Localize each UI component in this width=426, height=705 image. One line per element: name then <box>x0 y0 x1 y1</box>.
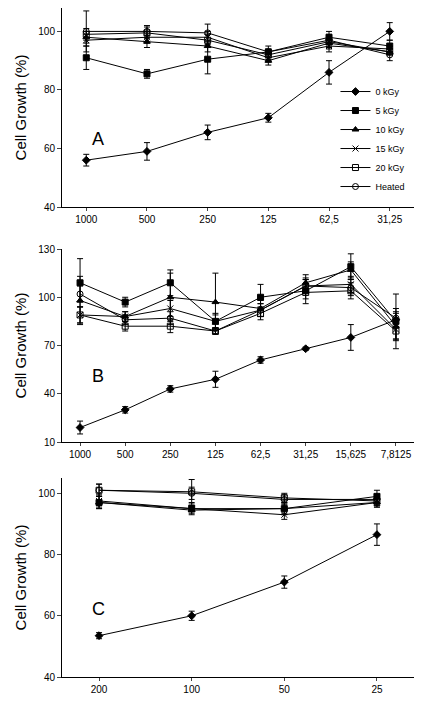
svg-text:62,5: 62,5 <box>319 214 339 225</box>
svg-text:200: 200 <box>91 684 108 695</box>
svg-text:B: B <box>92 366 104 386</box>
svg-text:500: 500 <box>139 214 156 225</box>
svg-text:100: 100 <box>183 684 200 695</box>
svg-text:100: 100 <box>38 26 55 37</box>
svg-text:5 kGy: 5 kGy <box>375 106 399 116</box>
svg-text:Heated: Heated <box>375 182 404 192</box>
svg-text:125: 125 <box>260 214 277 225</box>
svg-text:0 kGy: 0 kGy <box>375 87 399 97</box>
svg-text:10 kGy: 10 kGy <box>375 125 404 135</box>
svg-text:1000: 1000 <box>69 449 92 460</box>
svg-text:80: 80 <box>44 549 56 560</box>
svg-text:15 kGy: 15 kGy <box>375 144 404 154</box>
svg-text:250: 250 <box>162 449 179 460</box>
svg-text:250: 250 <box>199 214 216 225</box>
svg-text:60: 60 <box>44 610 56 621</box>
svg-text:31,25: 31,25 <box>377 214 402 225</box>
svg-text:100: 100 <box>38 488 55 499</box>
svg-text:A: A <box>92 129 104 149</box>
svg-text:62,5: 62,5 <box>251 449 271 460</box>
svg-text:100: 100 <box>38 292 55 303</box>
svg-text:125: 125 <box>207 449 224 460</box>
svg-text:40: 40 <box>44 388 56 399</box>
svg-text:10: 10 <box>44 437 56 448</box>
svg-text:60: 60 <box>44 143 56 154</box>
svg-text:25: 25 <box>371 684 383 695</box>
svg-text:130: 130 <box>38 244 55 255</box>
svg-text:Cell Growth (%): Cell Growth (%) <box>12 293 29 399</box>
svg-text:500: 500 <box>117 449 134 460</box>
svg-text:50: 50 <box>279 684 291 695</box>
svg-text:C: C <box>92 599 105 619</box>
svg-text:1000: 1000 <box>75 214 98 225</box>
svg-text:Cell Growth (%): Cell Growth (%) <box>12 525 29 631</box>
svg-text:40: 40 <box>44 202 56 213</box>
svg-text:40: 40 <box>44 672 56 683</box>
svg-text:31,25: 31,25 <box>293 449 318 460</box>
svg-text:15,625: 15,625 <box>336 449 367 460</box>
svg-text:70: 70 <box>44 340 56 351</box>
svg-text:7,8125: 7,8125 <box>381 449 412 460</box>
svg-text:80: 80 <box>44 84 56 95</box>
svg-text:20 kGy: 20 kGy <box>375 163 404 173</box>
svg-text:Cell Growth (%): Cell Growth (%) <box>12 55 29 161</box>
